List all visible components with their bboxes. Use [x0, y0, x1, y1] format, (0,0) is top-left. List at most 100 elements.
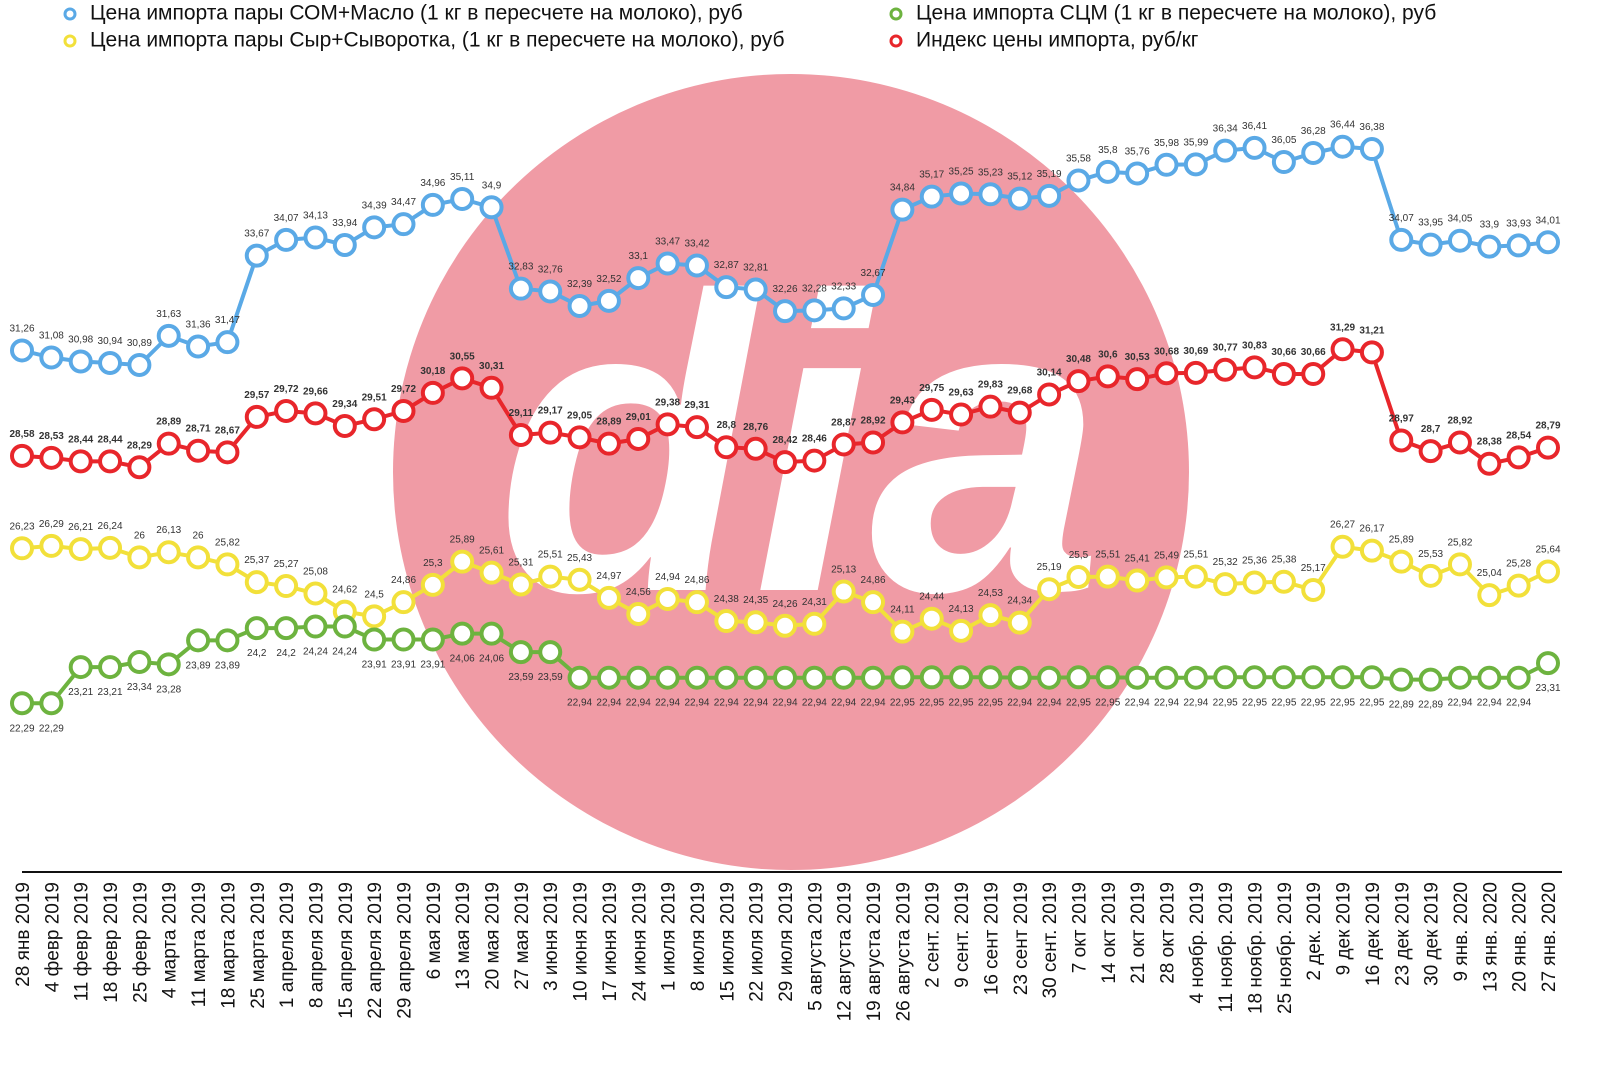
data-label: 23,31 — [1535, 683, 1560, 694]
data-label: 24,53 — [978, 588, 1003, 599]
data-label: 25,41 — [1125, 554, 1150, 565]
data-point — [1037, 382, 1062, 407]
data-point — [743, 436, 768, 461]
data-point — [1418, 439, 1443, 464]
data-point — [1477, 234, 1502, 259]
data-label: 33,1 — [629, 251, 649, 262]
data-label: 34,47 — [391, 197, 416, 208]
data-point — [1242, 570, 1267, 595]
data-point — [538, 640, 563, 665]
data-label: 25,38 — [1271, 555, 1296, 566]
data-label: 24,24 — [332, 647, 357, 658]
data-label: 29,72 — [274, 384, 299, 395]
x-tick-label: 6 мая 2019 — [424, 882, 445, 979]
data-label: 25,82 — [215, 537, 240, 548]
data-point — [1301, 577, 1326, 602]
data-point — [127, 455, 152, 480]
data-label: 30,53 — [1125, 352, 1150, 363]
data-label: 22,94 — [1007, 698, 1032, 709]
data-point — [98, 655, 123, 680]
data-label: 29,66 — [303, 386, 328, 397]
data-label: 29,83 — [978, 380, 1003, 391]
data-label: 30,6 — [1098, 349, 1118, 360]
data-label: 33,42 — [684, 238, 709, 249]
data-point — [420, 572, 445, 597]
data-label: 23,59 — [508, 672, 533, 683]
data-label: 34,96 — [420, 178, 445, 189]
data-label: 28,58 — [9, 429, 34, 440]
data-label: 35,17 — [919, 170, 944, 181]
data-point — [861, 665, 886, 690]
data-point — [1477, 665, 1502, 690]
data-point — [68, 349, 93, 374]
data-point — [1447, 552, 1472, 577]
legend-marker — [63, 34, 77, 48]
data-point — [39, 345, 64, 370]
data-label: 34,05 — [1447, 214, 1472, 225]
data-point — [567, 665, 592, 690]
data-point — [420, 380, 445, 405]
data-label: 28,46 — [802, 434, 827, 445]
data-point — [156, 323, 181, 348]
data-label: 32,76 — [538, 264, 563, 275]
data-point — [626, 665, 651, 690]
data-label: 28,92 — [861, 415, 886, 426]
data-point — [186, 545, 211, 570]
data-label: 33,67 — [244, 229, 269, 240]
data-point — [743, 665, 768, 690]
x-tick-label: 28 окт 2019 — [1158, 882, 1179, 984]
data-label: 26,29 — [39, 519, 64, 530]
data-point — [1447, 228, 1472, 253]
data-point — [1506, 665, 1531, 690]
data-label: 35,98 — [1154, 138, 1179, 149]
data-point — [1418, 232, 1443, 257]
x-tick-label: 3 июня 2019 — [541, 882, 562, 991]
data-label: 22,95 — [919, 697, 944, 708]
data-point — [274, 227, 299, 252]
data-point — [890, 410, 915, 435]
x-tick-label: 23 сент 2019 — [1011, 882, 1032, 995]
data-label: 24,2 — [247, 648, 267, 659]
x-tick-label: 9 янв. 2020 — [1451, 882, 1472, 982]
data-point — [1242, 355, 1267, 380]
data-point — [567, 567, 592, 592]
data-label: 30,14 — [1037, 367, 1062, 378]
data-label: 24,56 — [626, 587, 651, 598]
data-point — [479, 621, 504, 646]
data-label: 32,39 — [567, 279, 592, 290]
x-tick-label: 11 ноябр. 2019 — [1216, 882, 1237, 1013]
data-point — [596, 288, 621, 313]
data-point — [1213, 357, 1238, 382]
data-label: 24,06 — [450, 654, 475, 665]
data-label: 22,94 — [1125, 698, 1150, 709]
data-label: 31,29 — [1330, 322, 1355, 333]
data-point — [1037, 183, 1062, 208]
data-label: 29,43 — [890, 395, 915, 406]
data-label: 28,87 — [831, 417, 856, 428]
data-point — [655, 412, 680, 437]
data-label: 22,95 — [890, 697, 915, 708]
data-label: 34,13 — [303, 211, 328, 222]
data-point — [1477, 583, 1502, 608]
data-label: 30,66 — [1271, 347, 1296, 358]
data-label: 29,75 — [919, 383, 944, 394]
data-point — [362, 215, 387, 240]
data-label: 25,17 — [1301, 563, 1326, 574]
data-label: 28,7 — [1421, 424, 1441, 435]
data-point — [861, 590, 886, 615]
data-label: 24,86 — [391, 575, 416, 586]
data-point — [244, 616, 269, 641]
data-label: 26,21 — [68, 522, 93, 533]
data-point — [1330, 134, 1355, 159]
data-label: 31,47 — [215, 315, 240, 326]
data-point — [186, 334, 211, 359]
data-label: 25,61 — [479, 546, 504, 557]
data-label: 23,89 — [215, 660, 240, 671]
data-point — [1389, 428, 1414, 453]
x-tick-label: 7 окт 2019 — [1069, 882, 1090, 973]
data-point — [978, 665, 1003, 690]
data-point — [1125, 568, 1150, 593]
x-tick-label: 4 марта 2019 — [160, 882, 181, 998]
data-label: 28,42 — [772, 435, 797, 446]
data-label: 30,48 — [1066, 354, 1091, 365]
